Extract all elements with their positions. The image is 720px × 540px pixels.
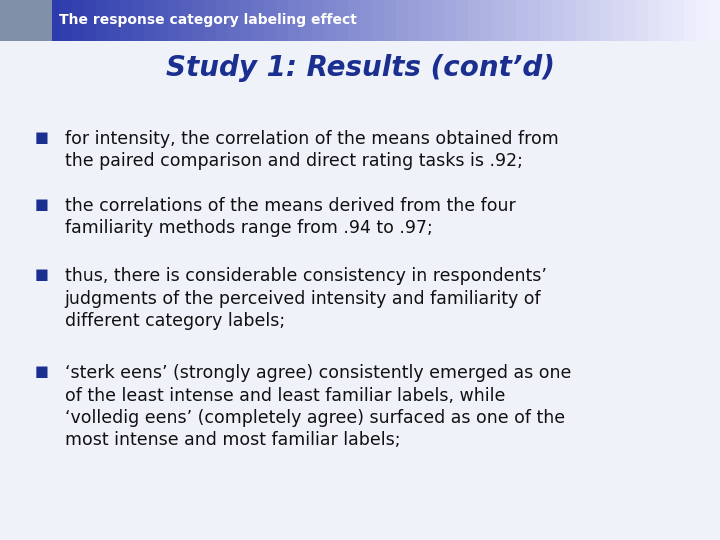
Bar <box>324 0 336 40</box>
Bar <box>84 0 96 40</box>
Bar <box>504 0 516 40</box>
Bar <box>624 0 636 40</box>
Text: ‘sterk eens’ (strongly agree) consistently emerged as one
of the least intense a: ‘sterk eens’ (strongly agree) consistent… <box>65 364 571 449</box>
Bar <box>0 0 12 40</box>
Bar <box>108 0 120 40</box>
Text: the correlations of the means derived from the four
familiarity methods range fr: the correlations of the means derived fr… <box>65 197 516 237</box>
Bar <box>492 0 504 40</box>
Bar <box>312 0 324 40</box>
Text: for intensity, the correlation of the means obtained from
the paired comparison : for intensity, the correlation of the me… <box>65 130 559 170</box>
Bar <box>192 0 204 40</box>
Bar <box>120 0 132 40</box>
Bar <box>252 0 264 40</box>
Bar <box>696 0 708 40</box>
Bar <box>660 0 672 40</box>
Bar <box>684 0 696 40</box>
Bar <box>372 0 384 40</box>
Bar <box>60 0 72 40</box>
Bar <box>552 0 564 40</box>
Bar <box>204 0 216 40</box>
Bar <box>708 0 720 40</box>
Bar <box>564 0 576 40</box>
Bar <box>612 0 624 40</box>
Bar <box>396 0 408 40</box>
Bar <box>144 0 156 40</box>
Bar <box>168 0 180 40</box>
Bar <box>648 0 660 40</box>
Bar <box>216 0 228 40</box>
Text: ■: ■ <box>35 130 48 145</box>
Bar <box>156 0 168 40</box>
Text: thus, there is considerable consistency in respondents’
judgments of the perceiv: thus, there is considerable consistency … <box>65 267 546 330</box>
Bar <box>240 0 252 40</box>
Bar <box>276 0 288 40</box>
Bar <box>96 0 108 40</box>
Bar <box>468 0 480 40</box>
Bar <box>600 0 612 40</box>
Bar <box>180 0 192 40</box>
Bar <box>12 0 24 40</box>
Text: The response category labeling effect: The response category labeling effect <box>59 14 357 27</box>
Bar <box>36 0 48 40</box>
Bar <box>432 0 444 40</box>
Bar <box>540 0 552 40</box>
Bar <box>132 0 144 40</box>
Bar <box>672 0 684 40</box>
Bar <box>576 0 588 40</box>
Bar <box>0 0 52 40</box>
Text: ■: ■ <box>35 267 48 282</box>
Bar <box>420 0 432 40</box>
Bar <box>300 0 312 40</box>
Bar <box>456 0 468 40</box>
Text: ■: ■ <box>35 364 48 380</box>
Text: Study 1: Results (cont’d): Study 1: Results (cont’d) <box>166 53 554 82</box>
Bar <box>480 0 492 40</box>
Text: ■: ■ <box>35 197 48 212</box>
Bar <box>264 0 276 40</box>
Bar <box>288 0 300 40</box>
Bar <box>348 0 360 40</box>
Bar <box>516 0 528 40</box>
Bar <box>72 0 84 40</box>
Bar <box>408 0 420 40</box>
Bar <box>384 0 396 40</box>
Bar <box>360 0 372 40</box>
Bar <box>444 0 456 40</box>
Bar <box>636 0 648 40</box>
Bar <box>228 0 240 40</box>
Bar <box>588 0 600 40</box>
Bar <box>24 0 36 40</box>
Bar <box>528 0 540 40</box>
Bar <box>48 0 60 40</box>
Bar <box>336 0 348 40</box>
